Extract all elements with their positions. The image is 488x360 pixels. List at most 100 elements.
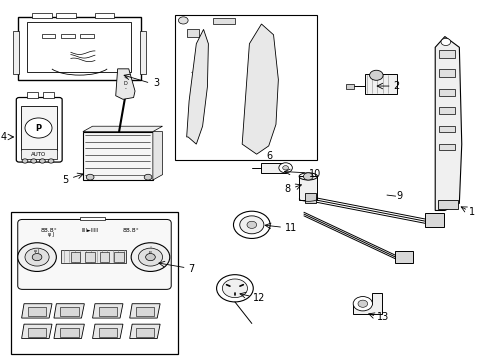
Circle shape [222, 279, 247, 298]
Text: °
F°: ° F° [148, 247, 152, 255]
Text: +
D
-: + D - [123, 75, 127, 91]
Circle shape [40, 159, 45, 163]
Bar [56, 13, 76, 18]
Polygon shape [83, 126, 162, 132]
Text: 9: 9 [396, 191, 402, 201]
Circle shape [282, 166, 288, 170]
Circle shape [86, 174, 94, 180]
Text: ψ J: ψ J [48, 231, 55, 237]
Bar [11, 212, 178, 354]
Text: 88.8°: 88.8° [122, 228, 139, 233]
Circle shape [25, 118, 52, 138]
Text: 4: 4 [1, 132, 7, 142]
Circle shape [22, 159, 28, 163]
Text: 12: 12 [253, 293, 265, 303]
Bar [140, 31, 145, 74]
Circle shape [440, 39, 450, 45]
Bar [27, 92, 38, 98]
Polygon shape [352, 293, 381, 315]
Bar [136, 307, 154, 316]
Text: 5: 5 [62, 175, 68, 185]
Circle shape [357, 300, 367, 307]
Circle shape [144, 174, 152, 180]
Text: 2: 2 [392, 81, 399, 91]
Polygon shape [186, 30, 208, 144]
Circle shape [178, 17, 188, 24]
Circle shape [278, 163, 292, 173]
Circle shape [48, 159, 54, 163]
Bar [186, 30, 198, 37]
Bar [438, 107, 454, 114]
Text: 7: 7 [188, 264, 194, 274]
Bar [174, 15, 316, 160]
Bar [100, 252, 109, 262]
Polygon shape [242, 24, 278, 154]
Bar [99, 307, 117, 316]
Text: ψ J: ψ J [34, 249, 40, 253]
Bar [42, 34, 55, 39]
Text: AUTO: AUTO [31, 152, 46, 157]
Circle shape [31, 159, 37, 163]
Circle shape [352, 297, 372, 311]
Circle shape [32, 253, 42, 261]
Bar [60, 307, 79, 316]
Polygon shape [129, 304, 160, 318]
Bar [438, 69, 454, 77]
Polygon shape [153, 132, 162, 180]
Bar [61, 249, 126, 263]
Bar [261, 163, 285, 173]
Bar [61, 34, 75, 39]
Bar [21, 107, 57, 149]
Bar [13, 31, 19, 74]
Polygon shape [129, 324, 160, 338]
Circle shape [145, 253, 155, 261]
Bar [99, 328, 117, 337]
Circle shape [131, 243, 169, 271]
Bar [365, 74, 396, 94]
Text: IIII►IIIII: IIII►IIIII [81, 228, 99, 233]
Bar [28, 307, 46, 316]
Polygon shape [54, 304, 84, 318]
Polygon shape [434, 37, 461, 211]
Bar [28, 328, 46, 337]
Bar [83, 132, 153, 180]
Bar [81, 217, 104, 220]
Bar [71, 252, 81, 262]
Bar [114, 252, 123, 262]
Bar [299, 176, 317, 200]
Bar [305, 193, 315, 203]
Circle shape [246, 221, 256, 228]
Bar [345, 84, 353, 89]
Bar [95, 13, 114, 18]
Text: 8: 8 [284, 184, 290, 194]
Bar [21, 149, 57, 159]
Bar [394, 251, 412, 263]
Text: 88.8°: 88.8° [41, 228, 58, 233]
Circle shape [303, 173, 312, 180]
FancyBboxPatch shape [18, 220, 171, 289]
Text: 6: 6 [266, 151, 272, 161]
Text: 11: 11 [284, 224, 296, 233]
Polygon shape [92, 324, 122, 338]
Circle shape [239, 216, 264, 234]
Text: 13: 13 [377, 312, 389, 322]
Bar [438, 144, 454, 149]
Text: 3: 3 [153, 78, 159, 88]
Circle shape [216, 275, 253, 302]
Circle shape [25, 248, 49, 266]
Polygon shape [54, 324, 84, 338]
Circle shape [233, 211, 269, 238]
Bar [136, 328, 154, 337]
Circle shape [138, 248, 162, 266]
Bar [32, 13, 51, 18]
Bar [27, 22, 131, 72]
Polygon shape [92, 304, 122, 318]
Bar [43, 92, 54, 98]
Bar [85, 252, 95, 262]
Bar [437, 201, 457, 210]
Polygon shape [116, 69, 135, 99]
Text: P: P [35, 123, 41, 132]
Circle shape [369, 70, 382, 80]
FancyBboxPatch shape [16, 98, 62, 162]
Bar [424, 213, 443, 227]
